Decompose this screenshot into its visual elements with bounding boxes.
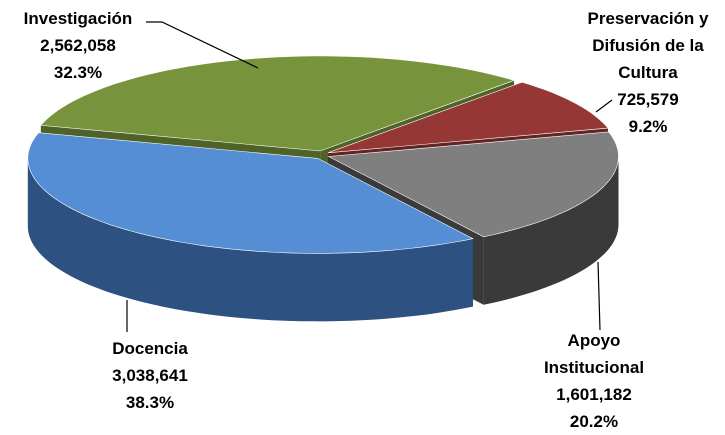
leader-line: [146, 21, 259, 69]
percent-label: 9.2%: [628, 117, 668, 136]
category-label: Apoyo Institucional: [543, 331, 645, 377]
category-label: Docencia: [112, 339, 188, 358]
percent-label: 20.2%: [569, 412, 619, 431]
leader-line: [595, 99, 613, 113]
leader-line: [597, 261, 601, 331]
slice: [327, 81, 609, 154]
slice-side-wall: [27, 158, 473, 322]
value-label: 725,579: [617, 90, 679, 109]
leader-lines: [126, 21, 613, 332]
data-label: Investigación 2,562,058 32.3%: [3, 5, 153, 86]
percent-label: 38.3%: [125, 393, 175, 412]
value-label: 2,562,058: [40, 36, 116, 55]
category-label: Preservación y Difusión de la Cultura: [587, 9, 709, 82]
slices: [27, 55, 619, 322]
slice: [327, 131, 619, 238]
percent-label: 32.3%: [53, 63, 103, 82]
data-label: Docencia 3,038,641 38.3%: [75, 335, 225, 416]
data-label: Preservación y Difusión de la Cultura 725…: [578, 5, 718, 140]
slice: [40, 55, 516, 152]
value-label: 3,038,641: [112, 366, 188, 385]
category-label: Investigación: [23, 9, 133, 28]
slice-side-wall: [483, 156, 619, 305]
slice: [27, 132, 474, 254]
value-label: 1,601,182: [556, 385, 632, 404]
data-label: Apoyo Institucional 1,601,182 20.2%: [529, 327, 659, 435]
